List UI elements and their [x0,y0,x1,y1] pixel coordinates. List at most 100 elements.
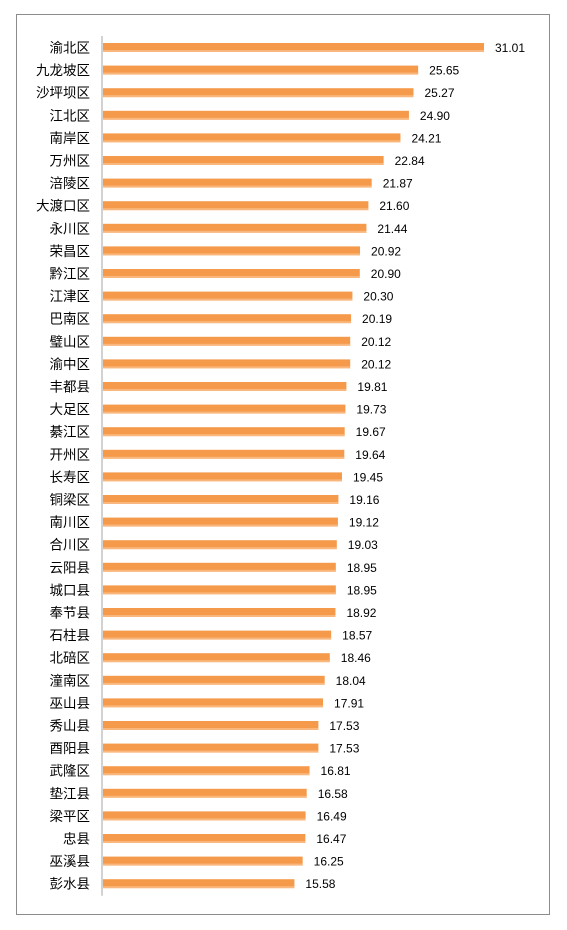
bar [103,608,336,617]
category-label: 永川区 [50,221,91,237]
category-label: 彭水县 [50,877,91,893]
bar-group [103,608,336,617]
value-label: 16.25 [314,855,344,869]
bar [103,449,345,459]
bar-shading [103,728,319,730]
bar-group [103,449,345,459]
category-label: 武隆区 [50,764,91,780]
value-label: 16.47 [316,832,346,846]
category-label: 沙坪坝区 [36,86,90,102]
value-label: 19.12 [349,516,379,530]
bar-group [103,675,325,685]
bar-group [103,110,409,120]
value-label: 18.57 [342,629,372,643]
bar-group [103,743,319,753]
bar-group [103,314,352,324]
bar [103,427,345,437]
bar-group [103,65,419,75]
category-label: 綦江区 [50,425,91,441]
category-label: 渝中区 [50,357,91,373]
value-label: 24.21 [411,131,441,145]
bar-shading [103,569,336,572]
bar-group [103,246,361,256]
bar [103,133,401,143]
bar-group [103,291,353,301]
category-label: 北碚区 [50,651,91,667]
bar [103,110,409,120]
bar-shading [103,818,306,821]
bar-shading [103,434,345,437]
category-label: 荣昌区 [50,244,91,260]
category-label: 潼南区 [50,672,91,689]
value-label: 16.58 [318,787,348,801]
bar-shading [103,321,352,324]
bars-group [103,43,484,889]
bar-group [103,43,484,52]
category-label: 秀山县 [50,719,91,735]
bar [103,404,346,414]
bar-group [103,856,303,866]
category-label: 万州区 [50,154,91,170]
category-label: 合川区 [50,538,91,554]
bar-group [103,788,307,798]
bar-shading [103,592,336,595]
bar-group [103,359,351,369]
bar-shading [103,298,353,301]
bar-shading [103,456,345,459]
bar-group [103,201,369,211]
bar-shading [103,795,307,798]
value-label: 16.81 [321,764,351,778]
bar-shading [103,682,325,685]
bar-group [103,269,360,278]
bar-group [103,495,339,504]
value-label: 16.49 [317,809,347,823]
bar [103,517,338,527]
bar-shading [103,163,384,165]
bar-shading [103,411,346,414]
bar-group [103,811,306,821]
bar [103,472,342,482]
bar [103,856,303,866]
bar-group [103,834,306,843]
bar-shading [103,208,369,211]
bar-shading [103,95,414,98]
bar-shading [103,276,360,278]
value-label: 31.01 [495,41,525,55]
value-label: 18.04 [336,674,366,688]
bar-shading [103,637,332,640]
bar-group [103,540,337,550]
bar [103,495,339,504]
value-label: 25.27 [424,86,454,100]
bar-shading [103,705,324,708]
value-label: 18.95 [347,583,377,597]
bar [103,675,325,685]
bar [103,382,347,391]
bar-shading [103,863,303,866]
category-label: 璧山区 [50,333,91,350]
category-label: 江津区 [50,289,91,305]
bar-shading [103,117,409,120]
bar-group [103,382,347,391]
bar-shading [103,366,351,369]
bar [103,359,351,369]
bar [103,156,384,165]
value-label: 20.19 [362,312,392,326]
value-label: 20.92 [371,244,401,258]
bar [103,223,367,233]
bar-group [103,472,342,482]
category-label: 大渡口区 [36,199,90,215]
bar [103,88,414,98]
bar-group [103,721,319,730]
bar-shading [103,389,347,391]
category-label: 江北区 [50,108,91,124]
value-label: 20.30 [363,290,393,304]
bar [103,811,306,821]
bar-shading [103,615,336,617]
bar-group [103,88,414,98]
category-label: 大足区 [50,402,91,418]
bar-shading [103,502,339,504]
bar [103,291,353,301]
category-label: 长寿区 [50,469,91,486]
bar-shading [103,524,338,527]
bar-shading [103,547,337,550]
